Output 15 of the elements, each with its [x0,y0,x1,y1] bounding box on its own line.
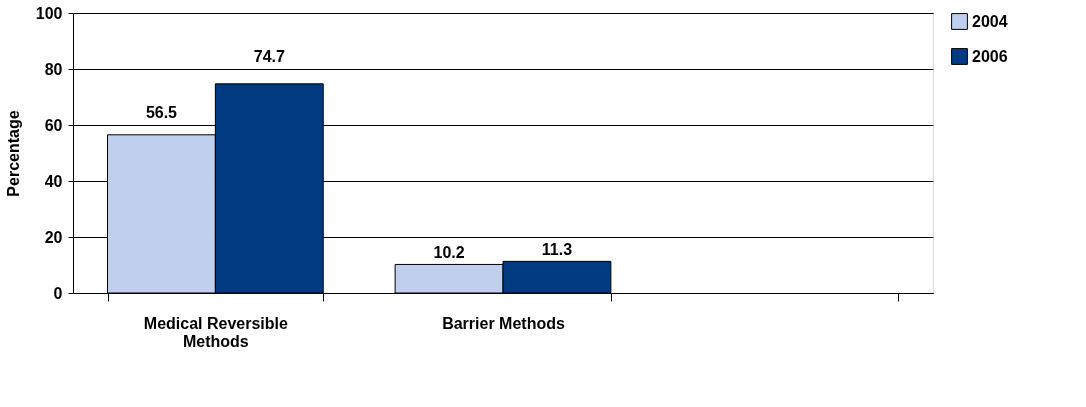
legend-label: 2004 [972,12,1008,30]
y-tick-label: 100 [35,4,63,22]
x-tick-label: Medical Reversible Methods [143,314,289,350]
y-tick-label: 60 [44,116,63,134]
data-label: 74.7 [253,48,285,65]
x-tick-label: Barrier Methods [442,314,565,332]
y-tick-label: 80 [44,60,63,78]
y-tick-label: 0 [53,284,63,302]
y-tick-label: 40 [44,172,63,190]
y-tick-label: 20 [44,228,63,246]
data-label: 11.3 [541,241,573,259]
legend-label: 2006 [972,47,1008,65]
data-label: 10.2 [433,244,465,262]
y-axis-title: Percentage [4,110,22,197]
data-label: 56.5 [145,104,178,121]
